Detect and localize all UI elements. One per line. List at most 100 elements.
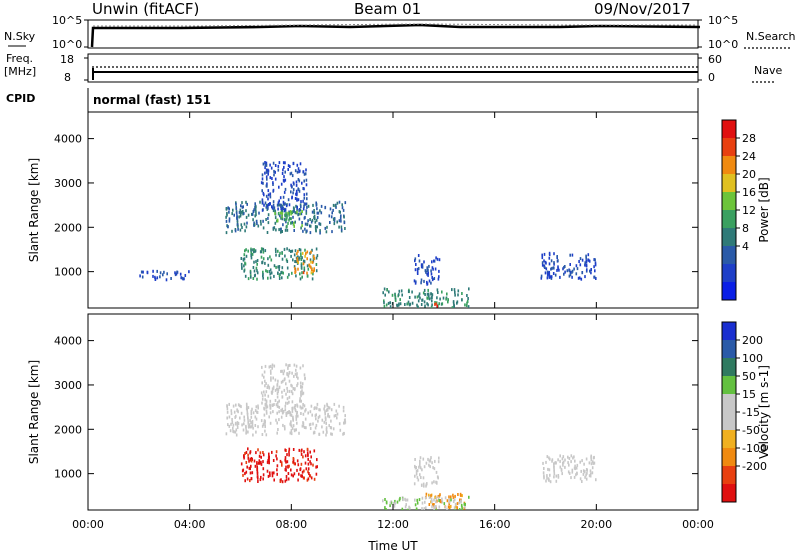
data-cell [322, 430, 325, 434]
data-cell [422, 482, 425, 486]
data-cell [327, 405, 330, 409]
data-cell [436, 481, 438, 485]
data-cell [344, 227, 346, 230]
data-cell [584, 275, 586, 279]
data-cell [225, 215, 227, 219]
data-cell [333, 414, 336, 418]
data-cell [567, 470, 570, 474]
data-cell [243, 257, 246, 261]
data-cell [456, 301, 458, 305]
data-cell [311, 210, 314, 214]
data-cell [286, 260, 289, 263]
data-cell [279, 459, 282, 463]
data-cell [296, 193, 298, 197]
data-cell [319, 209, 321, 213]
data-cell [386, 288, 388, 292]
data-cell [573, 455, 575, 459]
data-cell [409, 302, 412, 306]
data-cell [585, 477, 588, 481]
data-cell [448, 495, 450, 499]
data-cell [254, 415, 257, 419]
data-cell [269, 411, 272, 415]
data-cell [549, 480, 552, 484]
data-cell [260, 475, 262, 479]
data-cell [409, 506, 411, 510]
data-cell [305, 252, 307, 256]
data-cell [266, 469, 269, 473]
data-cell [288, 411, 290, 415]
data-cell [273, 471, 275, 475]
data-cell [553, 266, 555, 270]
data-cell [315, 269, 318, 273]
data-cell [262, 276, 264, 280]
data-cell [302, 455, 304, 459]
data-cell [303, 193, 306, 197]
data-cell [413, 279, 416, 283]
data-cell [422, 457, 425, 461]
data-cell [263, 420, 266, 424]
data-cell [301, 474, 303, 478]
data-cell [273, 226, 276, 230]
data-cell [437, 496, 440, 500]
velocity-panel [87, 313, 699, 511]
data-cell [154, 275, 156, 279]
data-cell [338, 422, 341, 426]
data-cell [311, 413, 313, 417]
data-cell [269, 421, 272, 425]
data-cell [585, 473, 587, 477]
data-cell [235, 207, 238, 211]
data-cell [585, 259, 588, 263]
data-cell [428, 294, 430, 298]
data-cell [427, 271, 429, 275]
data-cell [254, 464, 257, 468]
data-cell [271, 390, 274, 394]
data-cell [592, 461, 595, 465]
data-cell [267, 257, 269, 261]
data-cell [304, 377, 306, 381]
data-cell [382, 499, 384, 503]
power-panel [87, 111, 699, 309]
data-cell [277, 388, 280, 392]
data-cell [304, 417, 307, 421]
data-cell [433, 505, 436, 509]
data-cell [271, 387, 274, 391]
data-cell [304, 248, 306, 252]
data-cell [316, 225, 318, 229]
data-cell [250, 464, 252, 468]
data-cell [277, 265, 279, 269]
data-cell [463, 502, 466, 506]
data-cell [251, 423, 254, 426]
data-cell [231, 418, 233, 421]
data-cell [334, 204, 337, 208]
data-cell [568, 457, 571, 460]
data-cell [434, 302, 436, 306]
data-cell [571, 468, 574, 472]
data-cell [152, 269, 154, 273]
data-cell [269, 255, 271, 259]
data-cell [250, 409, 253, 413]
data-cell [275, 253, 277, 257]
data-cell [264, 425, 266, 429]
data-cell [417, 305, 419, 308]
nsearch-label: N.Search [746, 30, 796, 43]
data-cell [404, 303, 406, 306]
data-cell [265, 409, 268, 413]
data-cell [286, 411, 289, 415]
data-cell [267, 459, 269, 463]
data-cell [230, 412, 233, 416]
data-cell [309, 251, 311, 255]
data-cell [259, 478, 262, 482]
data-cell [431, 481, 433, 485]
data-cell [426, 266, 428, 270]
data-cell [450, 498, 452, 502]
data-cell [433, 498, 435, 502]
data-cell [269, 176, 272, 180]
data-cell [342, 409, 345, 413]
data-cell [295, 417, 298, 421]
data-cell [296, 372, 298, 376]
data-cell [296, 403, 298, 407]
data-cell [286, 401, 289, 405]
data-cell [257, 480, 259, 483]
colorbar-swatch [722, 448, 736, 467]
data-cell [292, 460, 295, 464]
